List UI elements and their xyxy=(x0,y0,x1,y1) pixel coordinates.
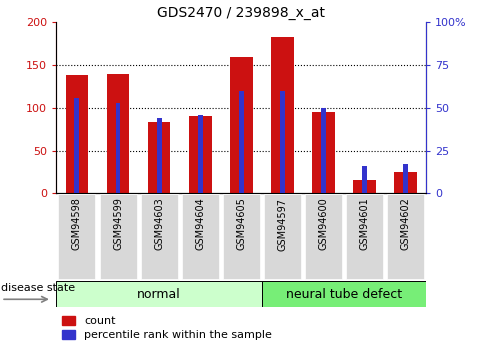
Bar xyxy=(230,57,253,193)
Bar xyxy=(321,108,326,193)
Text: normal: normal xyxy=(137,288,181,300)
FancyBboxPatch shape xyxy=(58,194,96,279)
Text: GSM94601: GSM94601 xyxy=(360,198,369,250)
Bar xyxy=(74,98,79,193)
Title: GDS2470 / 239898_x_at: GDS2470 / 239898_x_at xyxy=(157,6,325,20)
FancyBboxPatch shape xyxy=(99,194,137,279)
Bar xyxy=(116,103,121,193)
Text: GSM94600: GSM94600 xyxy=(318,198,328,250)
Text: GSM94603: GSM94603 xyxy=(154,198,164,250)
Bar xyxy=(66,75,88,193)
Bar xyxy=(312,112,335,193)
Text: GSM94598: GSM94598 xyxy=(72,198,82,250)
Bar xyxy=(157,118,162,193)
Text: neural tube defect: neural tube defect xyxy=(286,288,402,300)
FancyBboxPatch shape xyxy=(141,194,177,279)
Legend: count, percentile rank within the sample: count, percentile rank within the sample xyxy=(62,316,272,340)
Bar xyxy=(394,172,417,193)
Bar xyxy=(280,91,285,193)
Text: disease state: disease state xyxy=(1,284,75,293)
FancyBboxPatch shape xyxy=(264,194,301,279)
Text: GSM94599: GSM94599 xyxy=(113,198,123,250)
FancyBboxPatch shape xyxy=(305,194,342,279)
Bar xyxy=(189,116,212,193)
FancyBboxPatch shape xyxy=(223,194,260,279)
FancyBboxPatch shape xyxy=(182,194,219,279)
Bar xyxy=(362,166,367,193)
Bar xyxy=(56,281,262,307)
Text: GSM94602: GSM94602 xyxy=(401,198,411,250)
Bar xyxy=(403,164,408,193)
FancyBboxPatch shape xyxy=(387,194,424,279)
Bar xyxy=(148,122,171,193)
Bar xyxy=(198,115,203,193)
Bar xyxy=(353,180,376,193)
Bar xyxy=(107,73,129,193)
Bar xyxy=(271,37,294,193)
Bar xyxy=(239,91,244,193)
Bar xyxy=(262,281,426,307)
Text: GSM94605: GSM94605 xyxy=(236,198,246,250)
FancyBboxPatch shape xyxy=(346,194,383,279)
Text: GSM94604: GSM94604 xyxy=(195,198,205,250)
Text: GSM94597: GSM94597 xyxy=(277,198,288,250)
